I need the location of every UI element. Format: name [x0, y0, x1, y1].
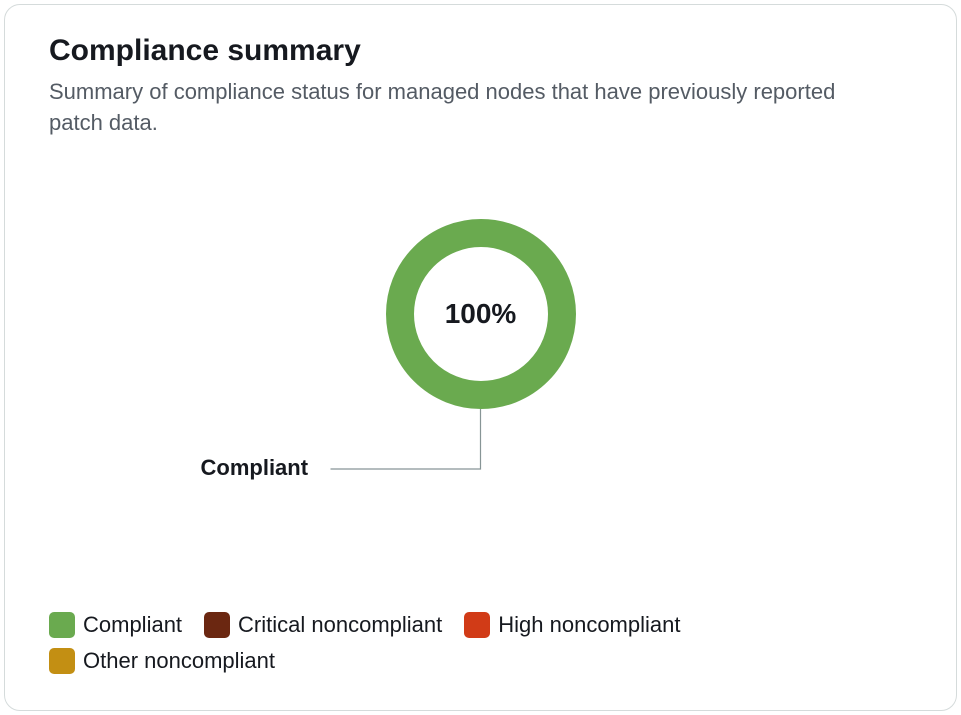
card-subtitle: Summary of compliance status for managed… — [49, 77, 869, 139]
compliance-summary-card: Compliance summary Summary of compliance… — [4, 4, 957, 711]
legend-item: Other noncompliant — [49, 648, 275, 674]
legend-swatch — [49, 648, 75, 674]
donut-chart-area: 100% Compliant — [49, 179, 912, 559]
legend-swatch — [464, 612, 490, 638]
donut-center-value: 100% — [445, 298, 517, 330]
donut-chart: 100% — [386, 219, 576, 409]
legend-item: High noncompliant — [464, 612, 680, 638]
legend-item: Critical noncompliant — [204, 612, 442, 638]
chart-callout-label: Compliant — [201, 455, 309, 481]
legend-swatch — [204, 612, 230, 638]
legend-label: Critical noncompliant — [238, 612, 442, 638]
chart-legend: Compliant Critical noncompliant High nonco… — [49, 612, 912, 674]
card-title: Compliance summary — [49, 33, 912, 69]
legend-label: Compliant — [83, 612, 182, 638]
legend-item: Compliant — [49, 612, 182, 638]
legend-swatch — [49, 612, 75, 638]
legend-label: Other noncompliant — [83, 648, 275, 674]
legend-label: High noncompliant — [498, 612, 680, 638]
